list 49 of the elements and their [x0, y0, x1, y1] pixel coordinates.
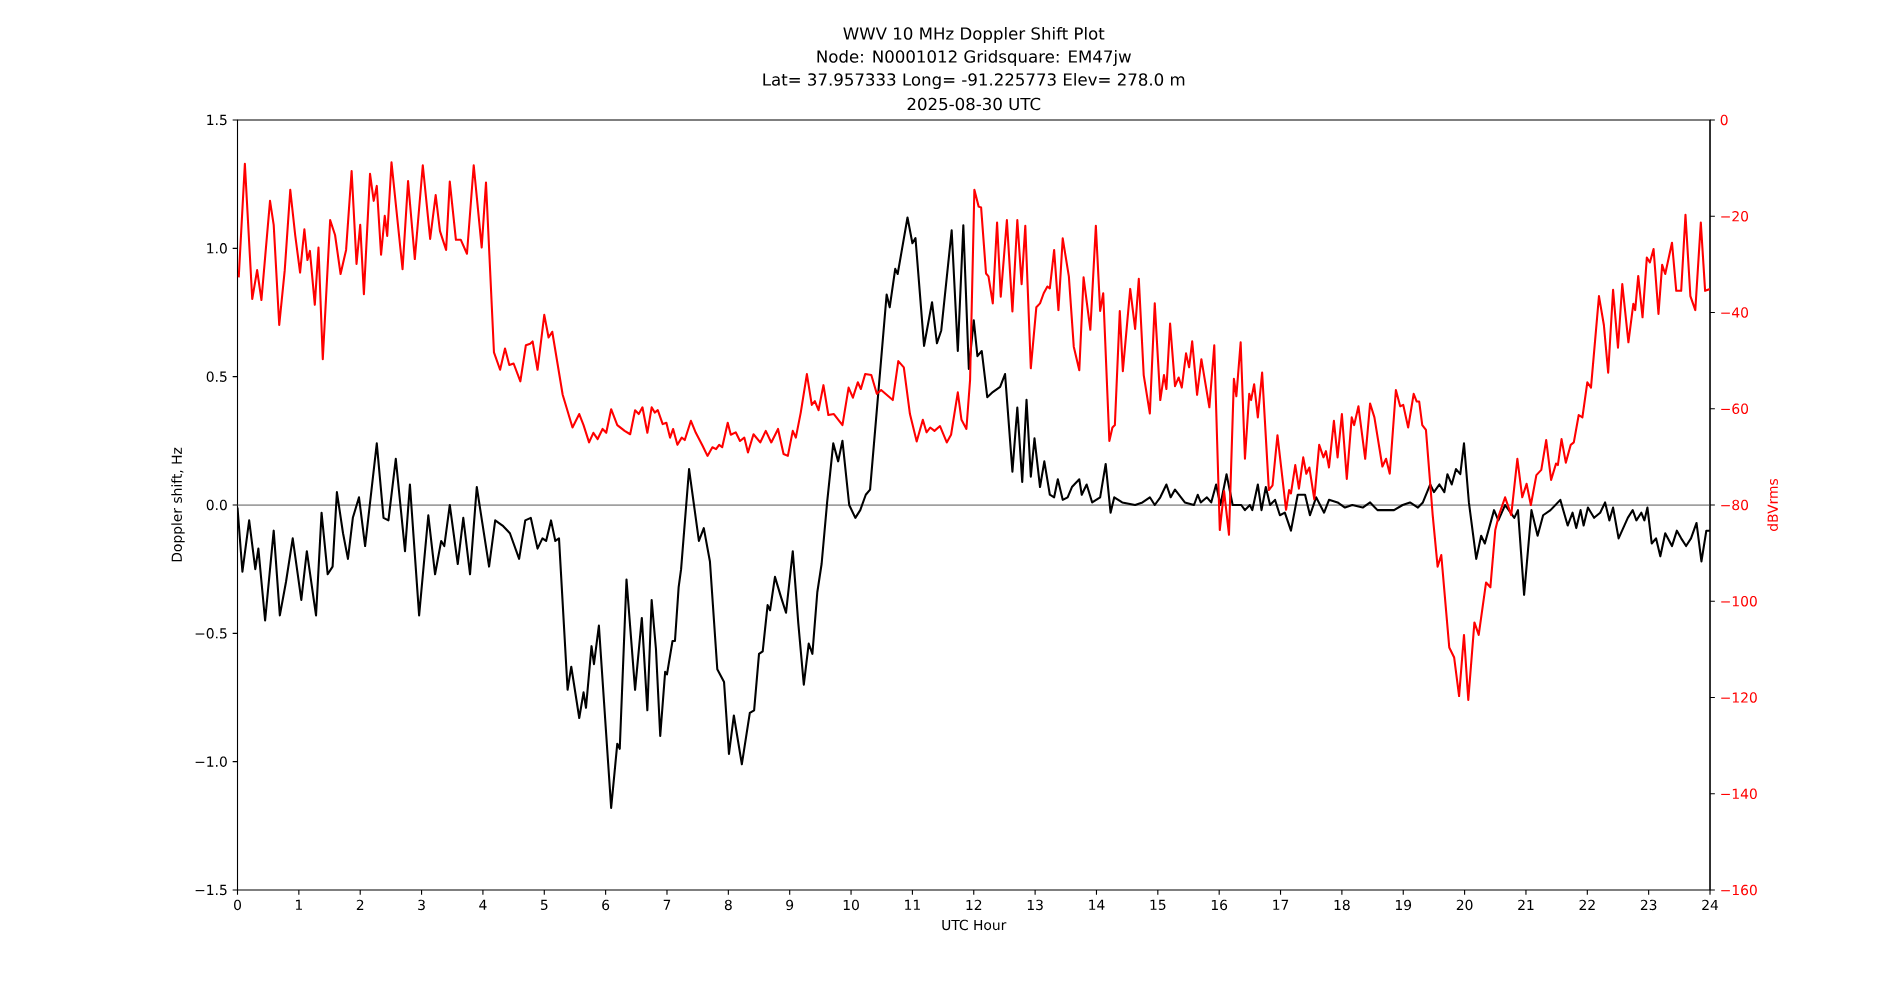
x-tick-label: 5 — [540, 899, 548, 911]
x-tick-label: 20 — [1456, 899, 1473, 911]
x-tick-label: 3 — [418, 899, 425, 911]
x-tick-label: 6 — [602, 899, 610, 911]
x-tick-label: 10 — [843, 899, 859, 911]
x-tick-label: 16 — [1211, 899, 1228, 911]
y-tick-label: −1.5 — [195, 884, 227, 896]
y-tick-label: −0.5 — [195, 628, 227, 639]
text: 2025-08-30 UTC — [907, 97, 1041, 111]
x-tick-label: 12 — [966, 899, 982, 910]
x-tick-label: 8 — [724, 899, 732, 911]
x-tick-label: 14 — [1089, 899, 1105, 910]
y-tick-label: 0.5 — [206, 371, 227, 382]
y2-tick-label: −40 — [1721, 307, 1749, 318]
y2-tick-label: −120 — [1721, 692, 1757, 703]
y2-tick-label: −140 — [1721, 788, 1757, 799]
x-tick-label: 13 — [1027, 899, 1043, 911]
x-tick-label: 17 — [1273, 899, 1289, 910]
x-tick-label: 0 — [234, 899, 241, 911]
chart-subtitle: Node: N0001012 Gridsquare: EM47jw — [817, 49, 1131, 67]
x-tick-label: 15 — [1150, 899, 1166, 911]
x-tick-label: 23 — [1640, 899, 1657, 911]
y2-tick-label: −60 — [1721, 403, 1749, 414]
x-tick-label: 1 — [295, 899, 302, 910]
x-tick-label: 4 — [479, 899, 487, 910]
y-axis-title: Doppler shift, Hz — [171, 447, 185, 562]
x-tick-label: 7 — [663, 899, 671, 910]
y-tick-label: 1.0 — [207, 243, 227, 254]
text: Lat= 37.957333 Long= -91.225773 Elev= 278.0 m — [763, 72, 1185, 90]
y2-tick-label: −80 — [1721, 499, 1749, 511]
x-tick-label: 18 — [1334, 899, 1350, 911]
y-tick-label: 1.5 — [207, 114, 227, 126]
y2-tick-label: −160 — [1721, 884, 1757, 896]
x-tick-label: 2 — [356, 899, 364, 910]
x-axis-title: UTC Hour — [942, 919, 1007, 931]
x-tick-label: 9 — [786, 899, 794, 911]
y2-tick-label: −100 — [1721, 596, 1757, 607]
chart-title: WWV 10 MHz Doppler Shift Plot — [843, 26, 1105, 44]
y2-tick-label: −20 — [1721, 210, 1749, 222]
y2-tick-label: 0 — [1720, 114, 1728, 126]
x-tick-label: 24 — [1702, 899, 1719, 910]
y-tick-label: 0.0 — [206, 499, 227, 511]
line-series — [237, 161, 1711, 701]
x-tick-label: 21 — [1518, 899, 1534, 910]
x-tick-label: 11 — [905, 899, 920, 910]
x-tick-label: 22 — [1579, 899, 1595, 910]
y2-axis-title: dBVrms — [1767, 478, 1778, 531]
y-tick-label: −1.0 — [195, 756, 227, 767]
x-tick-label: 19 — [1395, 899, 1412, 911]
